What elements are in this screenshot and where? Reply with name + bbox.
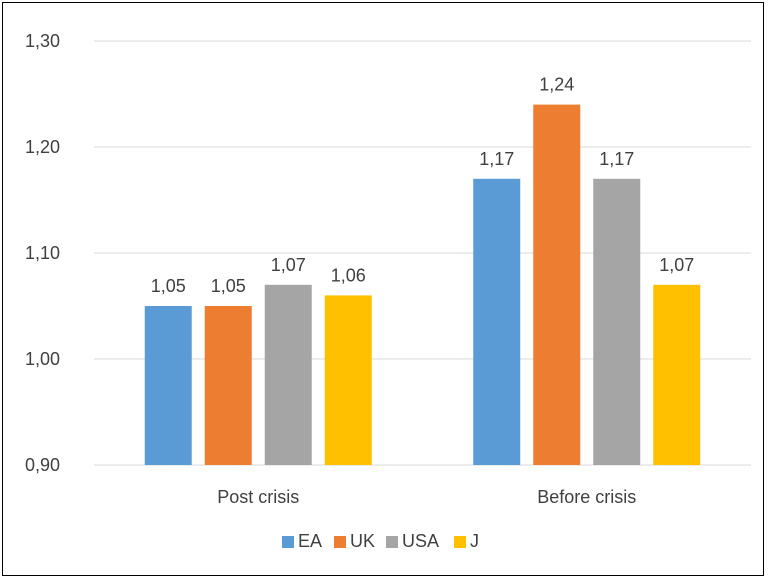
data-label: 1,05	[151, 276, 186, 296]
data-label: 1,07	[659, 255, 694, 275]
category-label: Before crisis	[537, 487, 636, 507]
bar-usa-post-crisis	[264, 284, 312, 465]
y-tick-label: 1,10	[25, 243, 60, 263]
bar-ea-post-crisis	[144, 306, 192, 465]
legend: EA UK USA J	[282, 531, 479, 551]
y-tick-label: 1,30	[25, 31, 60, 51]
legend-label: USA	[402, 531, 439, 551]
data-label: 1,07	[271, 255, 306, 275]
data-label: 1,05	[211, 276, 246, 296]
legend-label: J	[470, 531, 479, 551]
legend-label: EA	[298, 531, 322, 551]
data-labels: 1,05 1,05 1,07 1,06 1,17 1,24 1,17 1,07	[151, 75, 695, 296]
bar-j-before-crisis	[653, 284, 701, 465]
data-label: 1,17	[599, 149, 634, 169]
bar-usa-before-crisis	[593, 178, 641, 466]
legend-swatch-uk	[334, 536, 346, 548]
data-label: 1,24	[539, 75, 574, 95]
category-label: Post crisis	[217, 487, 299, 507]
y-tick-label: 1,20	[25, 137, 60, 157]
data-label: 1,06	[331, 265, 366, 285]
legend-swatch-ea	[282, 536, 294, 548]
legend-label: UK	[350, 531, 375, 551]
x-axis-categories: Post crisis Before crisis	[217, 487, 636, 507]
bar-uk-before-crisis	[533, 104, 581, 465]
y-axis-ticks: 0,90 1,00 1,10 1,20 1,30	[25, 31, 60, 475]
bar-uk-post-crisis	[204, 306, 252, 465]
bar-j-post-crisis	[324, 295, 372, 465]
y-tick-label: 1,00	[25, 349, 60, 369]
y-tick-label: 0,90	[25, 455, 60, 475]
gridlines	[94, 40, 751, 466]
legend-swatch-j	[454, 536, 466, 548]
bar-ea-before-crisis	[473, 178, 521, 466]
bar-chart: 0,90 1,00 1,10 1,20 1,30 1,05 1,05 1,07 1,06 1,1…	[25, 31, 751, 551]
bars	[144, 104, 701, 466]
data-label: 1,17	[479, 149, 514, 169]
legend-swatch-usa	[386, 536, 398, 548]
